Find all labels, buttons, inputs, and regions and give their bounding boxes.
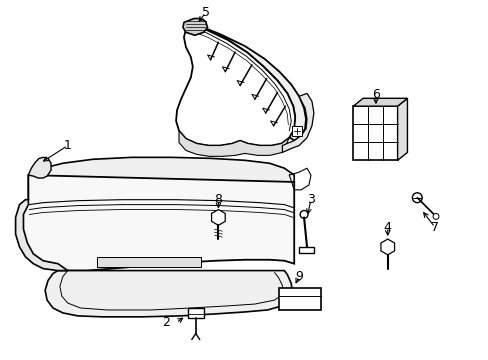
Polygon shape bbox=[282, 93, 313, 152]
Polygon shape bbox=[16, 200, 68, 271]
Text: 7: 7 bbox=[430, 221, 438, 234]
Polygon shape bbox=[185, 22, 305, 141]
Polygon shape bbox=[292, 126, 302, 136]
Polygon shape bbox=[352, 98, 407, 106]
Polygon shape bbox=[211, 210, 225, 225]
Polygon shape bbox=[279, 288, 320, 310]
Text: 2: 2 bbox=[162, 316, 170, 329]
Text: 1: 1 bbox=[64, 139, 72, 152]
Polygon shape bbox=[179, 131, 289, 156]
Text: 8: 8 bbox=[214, 193, 222, 206]
Polygon shape bbox=[352, 106, 397, 160]
Polygon shape bbox=[45, 271, 292, 317]
Polygon shape bbox=[20, 175, 294, 271]
Polygon shape bbox=[299, 247, 313, 253]
Text: 4: 4 bbox=[383, 221, 391, 234]
Circle shape bbox=[432, 213, 438, 219]
Polygon shape bbox=[183, 18, 207, 35]
Polygon shape bbox=[380, 239, 394, 255]
Text: 5: 5 bbox=[201, 6, 209, 19]
Polygon shape bbox=[176, 24, 295, 145]
Polygon shape bbox=[397, 98, 407, 160]
Polygon shape bbox=[187, 308, 203, 318]
Polygon shape bbox=[97, 257, 200, 267]
Polygon shape bbox=[28, 157, 51, 178]
Text: 3: 3 bbox=[306, 193, 314, 206]
Text: 9: 9 bbox=[295, 270, 303, 283]
Text: 6: 6 bbox=[371, 88, 379, 101]
Polygon shape bbox=[28, 157, 294, 200]
